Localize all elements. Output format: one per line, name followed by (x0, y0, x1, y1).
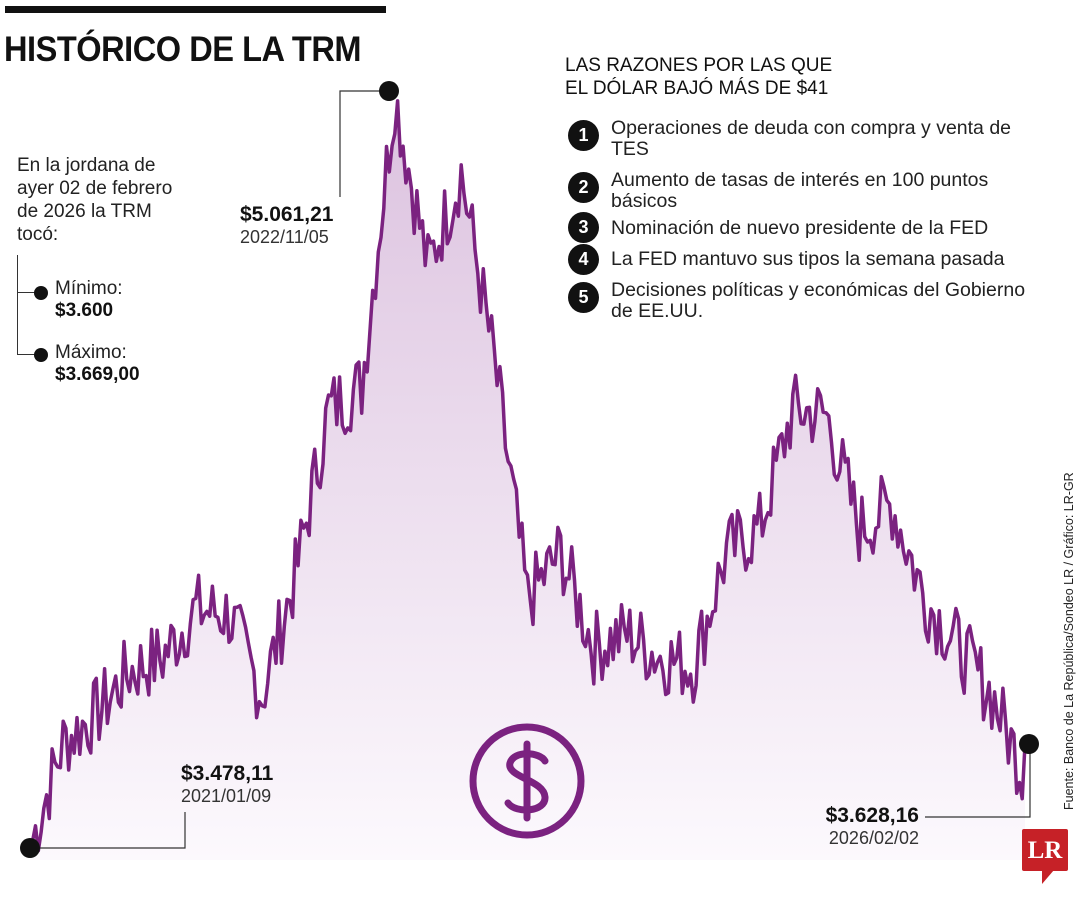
number-badge-icon: 1 (568, 120, 599, 151)
min-value: $3.600 (55, 300, 114, 321)
number-badge-icon: 4 (568, 244, 599, 275)
end-value: $3.628,16 (825, 804, 919, 827)
reason-text: La FED mantuvo sus tipos la semana pasad… (611, 248, 1005, 270)
min-label: Mínimo: (55, 278, 123, 299)
min-label-block: Mínimo: $3.600 (55, 278, 123, 322)
reasons-title: LAS RAZONES POR LAS QUE EL DÓLAR BAJÓ MÁ… (565, 54, 832, 100)
source-credit: Fuente: Banco de La República/Sondeo LR … (1062, 472, 1076, 810)
peak-callout-line (339, 90, 388, 197)
reasons-title-line1: LAS RAZONES POR LAS QUE (565, 55, 833, 76)
lr-logo: LR (1022, 829, 1068, 871)
start-point-marker (20, 838, 40, 858)
end-callout-line (925, 744, 1031, 818)
end-point-marker (1019, 734, 1039, 754)
reason-text: Decisiones políticas y económicas del Go… (611, 279, 1026, 322)
peak-callout: $5.061,21 2022/11/05 (240, 203, 333, 248)
reason-item: 5 Decisiones políticas y económicas del G… (568, 280, 1038, 322)
lr-logo-tail (1042, 870, 1054, 884)
peak-value: $5.061,21 (240, 203, 334, 226)
max-connector (17, 354, 39, 355)
range-bracket-line (17, 255, 18, 355)
page-title: HISTÓRICO DE LA TRM (4, 30, 362, 69)
number-badge-icon: 3 (568, 212, 599, 243)
reasons-title-line2: EL DÓLAR BAJÓ MÁS DE $41 (565, 78, 829, 99)
start-date: 2021/01/09 (181, 786, 272, 806)
peak-point-marker (379, 81, 399, 101)
reason-item: 1 Operaciones de deuda con compra y venta… (568, 118, 1038, 160)
start-value: $3.478,11 (181, 762, 274, 785)
end-callout: $3.628,16 2026/02/02 (807, 804, 919, 849)
chart-area-fill (30, 100, 1025, 860)
min-connector (17, 292, 39, 293)
chart-line (28, 99, 1027, 853)
reason-text: Operaciones de deuda con compra y venta … (611, 117, 1012, 160)
reason-text: Aumento de tasas de interés en 100 punto… (611, 169, 989, 212)
max-label-block: Máximo: $3.669,00 (55, 342, 140, 386)
max-value: $3.669,00 (55, 364, 140, 385)
min-dot (34, 286, 48, 300)
daily-range-note: En la jordana de ayer 02 de febrero de 2… (17, 155, 173, 245)
dollar-circle-icon (469, 723, 585, 839)
start-callout: $3.478,11 2021/01/09 (181, 762, 273, 807)
number-badge-icon: 2 (568, 172, 599, 203)
top-rule (5, 6, 386, 13)
reason-item: 2 Aumento de tasas de interés en 100 punt… (568, 170, 1038, 212)
reasons-list: 1 Operaciones de deuda con compra y venta… (568, 118, 1038, 332)
reason-item: 4 La FED mantuvo sus tipos la semana pasa… (568, 244, 1038, 275)
max-label: Máximo: (55, 342, 127, 363)
number-badge-icon: 5 (568, 282, 599, 313)
start-callout-line (30, 812, 186, 849)
peak-date: 2022/11/05 (240, 227, 329, 247)
end-date: 2026/02/02 (828, 828, 919, 848)
reason-item: 3 Nominación de nuevo presidente de la FE… (568, 212, 1038, 243)
reason-text: Nominación de nuevo presidente de la FED (611, 217, 989, 239)
max-dot (34, 348, 48, 362)
